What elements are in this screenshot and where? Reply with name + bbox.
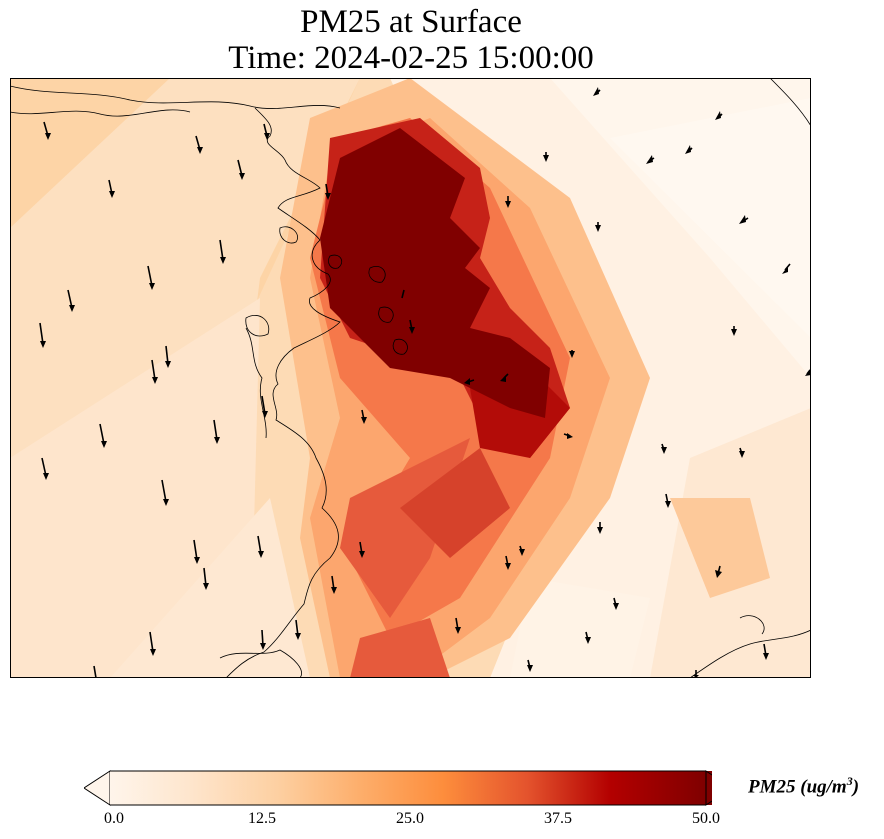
colorbar-gradient [110,771,706,805]
pm25-map [10,78,811,678]
colorbar-max-extend [705,770,712,806]
colorbar-tick-1: 12.5 [248,810,276,827]
colorbar [84,770,712,806]
colorbar-min-extend [84,770,111,806]
title-line-2: Time: 2024-02-25 15:00:00 [228,40,594,76]
chart-title: PM25 at Surface Time: 2024-02-25 15:00:0… [0,4,822,76]
colorbar-tick-3: 37.5 [544,810,572,827]
colorbar-tick-0: 0.0 [104,810,124,827]
colorbar-tick-4: 50.0 [692,810,720,827]
colorbar-label: PM25 (ug/m3) [748,774,860,798]
wind-arrowheads [40,87,811,678]
map-panel [10,78,811,678]
pm25-field [10,78,811,678]
coastline [10,78,811,678]
colorbar-tick-2: 25.0 [396,810,424,827]
title-line-1: PM25 at Surface [300,4,522,40]
